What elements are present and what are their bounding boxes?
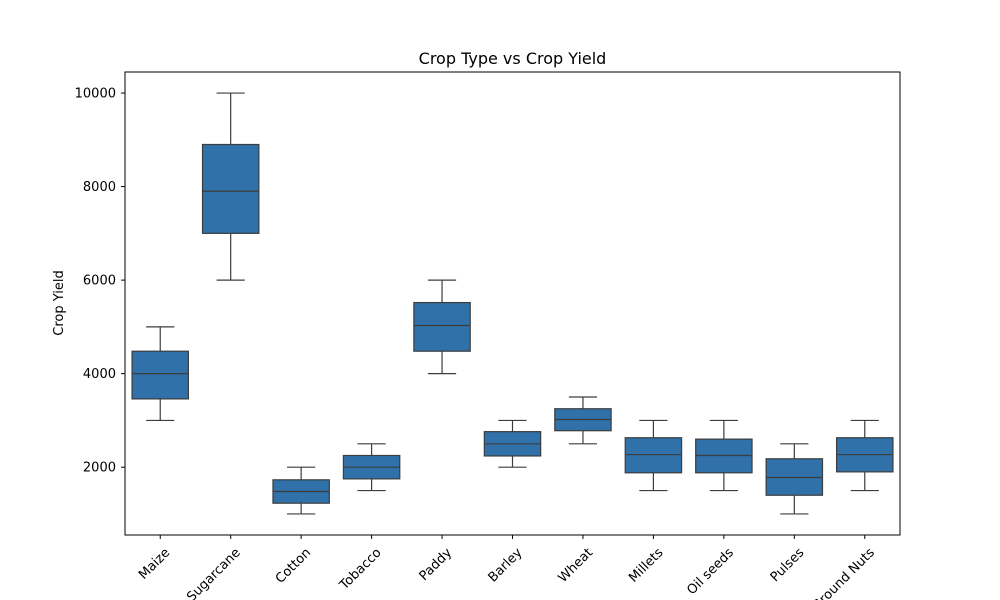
box-millets	[624, 419, 683, 492]
x-tick-label: Millets	[626, 545, 666, 585]
y-tick-label: 2000	[83, 461, 116, 476]
box-iqr	[413, 301, 471, 352]
box-maize	[131, 326, 190, 422]
box-barley	[483, 419, 542, 468]
box-ground-nuts	[835, 419, 894, 492]
x-tick-label: Maize	[136, 545, 173, 582]
box-oil-seeds	[695, 419, 753, 492]
x-tick-label: Ground Nuts	[809, 545, 878, 600]
box-pulses	[765, 443, 824, 515]
box-paddy	[413, 279, 471, 375]
x-tick-label: Sugarcane	[184, 545, 243, 600]
box-sugarcane	[201, 92, 260, 281]
y-tick-label: 4000	[83, 367, 116, 382]
axes-layer: 2000 4000 6000 8000 10000 Maize Sugarcane Cotto…	[75, 87, 878, 600]
x-tick-label: Oil seeds	[684, 545, 737, 598]
plot-frame	[124, 71, 901, 536]
box-cotton	[272, 466, 330, 515]
x-tick-label: Paddy	[417, 545, 456, 584]
x-tick-label: Tobacco	[336, 545, 384, 593]
y-tick-label: 8000	[83, 180, 116, 195]
box-iqr	[624, 437, 683, 474]
y-axis-label: Crop Yield	[52, 270, 67, 335]
x-tick-label: Barley	[486, 545, 526, 585]
box-tobacco	[342, 443, 401, 492]
chart-title: Crop Type vs Crop Yield	[419, 49, 607, 68]
box-iqr	[201, 143, 260, 234]
boxes-layer	[131, 92, 894, 515]
y-tick-label: 10000	[75, 87, 116, 102]
y-tick-label: 6000	[83, 274, 116, 289]
x-tick-label: Pulses	[768, 545, 808, 585]
box-wheat	[554, 396, 612, 445]
x-tick-label: Cotton	[273, 545, 314, 586]
box-iqr	[131, 350, 190, 400]
x-tick-label: Wheat	[556, 545, 596, 585]
